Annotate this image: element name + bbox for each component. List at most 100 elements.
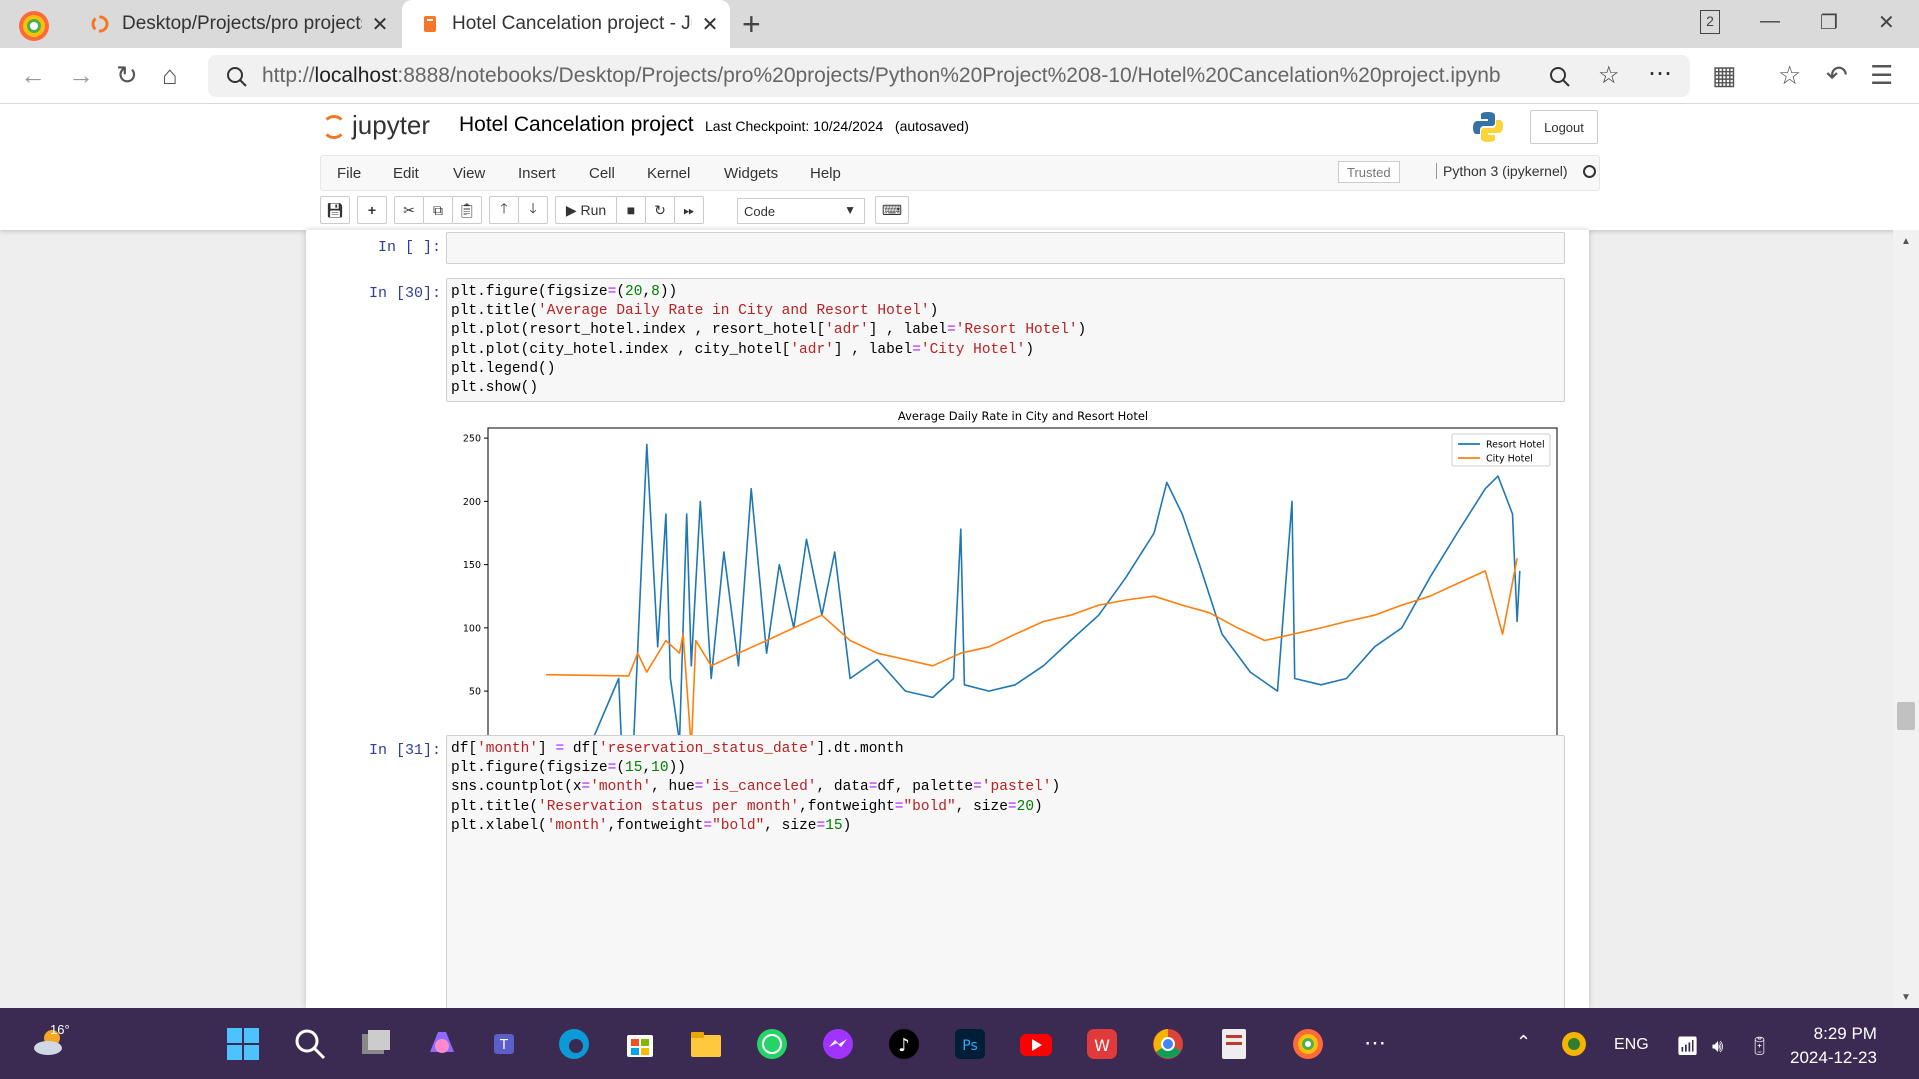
chevron-down-icon: ▼ <box>844 203 856 217</box>
tab-title: Desktop/Projects/pro projects/ <box>122 13 362 34</box>
minimize-icon[interactable]: — <box>1760 10 1780 32</box>
fast-forward-icon[interactable]: ⏩︎ <box>674 196 704 224</box>
chart-legend: Resort Hotel City Hotel <box>1451 433 1551 467</box>
python-logo-icon <box>1473 112 1503 142</box>
menu-insert[interactable]: Insert <box>518 165 556 182</box>
svg-text:T: T <box>499 1038 508 1053</box>
y-tick-label: 100 <box>463 623 481 634</box>
trusted-indicator[interactable]: Trusted <box>1338 161 1400 183</box>
tab-notebook[interactable]: Hotel Cancelation project - Ju ✕ <box>402 0 730 48</box>
cell-type-select[interactable]: Code ▼ <box>737 198 865 224</box>
address-bar-row: ← → ↻ ⌂ http://localhost:8888/notebooks/… <box>0 48 1919 104</box>
menu-cell[interactable]: Cell <box>589 165 615 182</box>
jupyter-logo-icon <box>322 115 346 140</box>
favorites-icon[interactable]: ☆ <box>1778 60 1802 90</box>
empty-code-cell[interactable] <box>446 232 1565 264</box>
code-text: df['month'] = df['reservation_status_dat… <box>451 741 1061 834</box>
zoom-icon[interactable] <box>1548 65 1572 89</box>
tab-count: 2 <box>1706 13 1714 29</box>
legend-label-city: City Hotel <box>1486 454 1533 465</box>
notebook-container: In [ ]: In [30]: plt.figure(figsize=(20,… <box>306 230 1589 1008</box>
url-text: http://localhost:8888/notebooks/Desktop/… <box>262 64 1501 87</box>
save-icon[interactable]: 💾︎ <box>320 196 350 224</box>
search-icon <box>227 67 247 87</box>
volume-icon[interactable]: 🔊︎ <box>1712 1036 1724 1056</box>
start-icon[interactable] <box>225 1026 261 1062</box>
teams-icon[interactable]: T <box>490 1026 526 1062</box>
cell-prompt: In [ ]: <box>377 239 441 256</box>
edge-icon[interactable] <box>556 1026 592 1062</box>
run-button[interactable]: ▶ Run <box>555 196 617 224</box>
menu-view[interactable]: View <box>453 165 486 182</box>
wifi-icon[interactable]: 📶︎ <box>1676 1036 1699 1056</box>
insert-cell-button[interactable]: + <box>357 196 387 224</box>
weather-widget[interactable]: 16° <box>30 1022 70 1065</box>
close-icon[interactable]: ✕ <box>371 13 389 36</box>
page-scrollbar[interactable]: ▲ ▼ <box>1893 230 1919 1008</box>
menu-file[interactable]: File <box>337 165 362 182</box>
task-view-icon[interactable] <box>358 1026 394 1062</box>
more-apps-icon[interactable]: ⋯ <box>1364 1030 1386 1055</box>
new-tab-button[interactable]: + <box>742 6 761 42</box>
show-hidden-icons-icon[interactable]: ⌃ <box>1516 1032 1532 1052</box>
notebook-title[interactable]: Hotel Cancelation project <box>459 113 694 136</box>
keyboard-icon[interactable]: ⌨ <box>875 196 909 224</box>
svg-text:♪: ♪ <box>898 1035 910 1056</box>
browser-logo-icon[interactable] <box>16 8 52 44</box>
code-cell-31[interactable]: df['month'] = df['reservation_status_dat… <box>446 735 1565 1008</box>
search-icon[interactable] <box>292 1026 328 1062</box>
notes-app-icon[interactable] <box>1216 1026 1252 1062</box>
copilot-icon[interactable] <box>424 1026 460 1062</box>
photoshop-icon[interactable]: Ps <box>952 1026 988 1062</box>
restore-icon[interactable]: ❐ <box>1820 12 1838 34</box>
apps-icon[interactable]: ▦ <box>1712 60 1737 90</box>
browser-taskbar-icon[interactable] <box>1290 1026 1326 1062</box>
cell-prompt: In [30]: <box>368 285 441 302</box>
language-indicator[interactable]: ENG <box>1614 1036 1649 1053</box>
code-cell-30[interactable]: plt.figure(figsize=(20,8)) plt.title('Av… <box>446 278 1565 402</box>
battery-icon[interactable]: 🔋︎ <box>1748 1036 1771 1056</box>
wps-icon[interactable]: W <box>1084 1026 1120 1062</box>
play-icon: ▶ <box>565 201 581 218</box>
jupyter-logo[interactable]: jupyter <box>322 110 430 141</box>
scroll-up-icon[interactable]: ▲ <box>1901 236 1911 247</box>
paste-icon[interactable]: 📋︎ <box>452 196 482 224</box>
whatsapp-icon[interactable] <box>754 1026 790 1062</box>
reload-icon[interactable]: ↻ <box>116 60 138 90</box>
cut-icon[interactable]: ✂ <box>394 196 424 224</box>
messenger-icon[interactable] <box>820 1026 856 1062</box>
youtube-icon[interactable] <box>1018 1026 1054 1062</box>
scroll-down-icon[interactable]: ▼ <box>1901 992 1911 1003</box>
star-icon[interactable]: ☆ <box>1598 62 1620 89</box>
close-icon[interactable]: ✕ <box>701 13 719 36</box>
tiktok-icon[interactable]: ♪ <box>886 1026 922 1062</box>
back-icon[interactable]: ← <box>20 60 46 90</box>
tray-app-icon[interactable] <box>1560 1030 1588 1058</box>
stop-icon[interactable]: ■ <box>616 196 646 224</box>
system-clock[interactable]: 8:29 PM 2024-12-23 <box>1790 1022 1877 1070</box>
tab-count-icon[interactable]: 2 <box>1700 10 1720 34</box>
chart-title: Average Daily Rate in City and Resort Ho… <box>898 409 1148 423</box>
logout-button[interactable]: Logout <box>1530 110 1598 144</box>
file-explorer-icon[interactable] <box>688 1026 724 1062</box>
more-icon[interactable]: ⋯ <box>1648 60 1672 87</box>
move-up-icon[interactable]: 🡑 <box>489 196 519 224</box>
tab-jupyter-tree[interactable]: Desktop/Projects/pro projects/ ✕ <box>72 0 400 48</box>
window-close-icon[interactable]: ✕ <box>1878 12 1895 34</box>
menu-icon[interactable]: ☰ <box>1870 60 1894 90</box>
kernel-name[interactable]: Python 3 (ipykernel) <box>1436 163 1568 179</box>
restart-icon[interactable]: ↻ <box>645 196 675 224</box>
scrollbar-thumb[interactable] <box>1897 702 1915 730</box>
menu-help[interactable]: Help <box>810 165 841 182</box>
undo-icon[interactable]: ↶ <box>1826 60 1848 90</box>
chrome-icon[interactable] <box>1150 1026 1186 1062</box>
home-icon[interactable]: ⌂ <box>162 60 178 90</box>
menu-edit[interactable]: Edit <box>393 165 419 182</box>
menu-widgets[interactable]: Widgets <box>724 165 779 182</box>
url-field[interactable]: http://localhost:8888/notebooks/Desktop/… <box>208 55 1690 97</box>
forward-icon[interactable]: → <box>68 60 94 90</box>
store-icon[interactable] <box>622 1026 658 1062</box>
menu-kernel[interactable]: Kernel <box>647 165 691 182</box>
move-down-icon[interactable]: 🡓 <box>518 196 548 224</box>
copy-icon[interactable]: ⧉ <box>423 196 453 224</box>
